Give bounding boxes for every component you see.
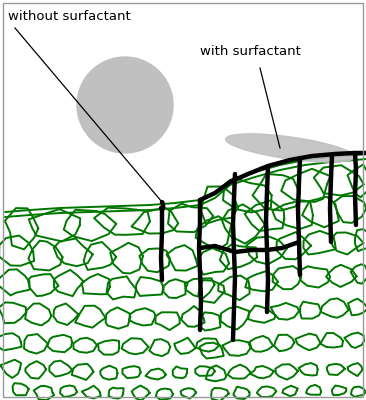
Text: with surfactant: with surfactant [200,45,301,58]
Circle shape [77,57,173,153]
Ellipse shape [225,134,354,162]
Text: without surfactant: without surfactant [8,10,131,23]
